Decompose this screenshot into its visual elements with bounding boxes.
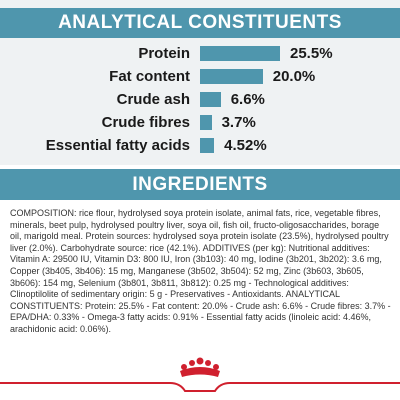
bar-label-3: Crude fibres bbox=[101, 114, 190, 131]
bar-label-4: Essential fatty acids bbox=[45, 137, 190, 154]
bar-3 bbox=[200, 115, 212, 130]
bar-value-label-1: 20.0% bbox=[272, 68, 316, 85]
bar-value-label-2: 6.6% bbox=[230, 91, 265, 108]
ingredients-text: COMPOSITION: rice flour, hydrolysed soya… bbox=[10, 208, 391, 334]
analytical-constituents-title: ANALYTICAL CONSTITUENTS bbox=[58, 12, 342, 33]
royal-canin-crown-logo bbox=[180, 357, 220, 377]
ingredients-header: INGREDIENTS bbox=[0, 169, 400, 200]
bar-value-label-4: 4.52% bbox=[224, 137, 267, 154]
footer-decoration bbox=[0, 382, 400, 392]
constituents-chart: Protein 25.5% Fat content 20.0% Crude ash 6.6… bbox=[0, 44, 400, 162]
bar-1 bbox=[200, 69, 263, 84]
analytical-constituents-header: ANALYTICAL CONSTITUENTS bbox=[0, 8, 400, 38]
bar-value-label-0: 25.5% bbox=[290, 45, 333, 62]
bar-value-label-3: 3.7% bbox=[221, 114, 256, 131]
bar-4 bbox=[200, 138, 215, 153]
bar-label-0: Protein bbox=[138, 45, 190, 62]
bar-label-2: Crude ash bbox=[116, 91, 190, 108]
ingredients-title: INGREDIENTS bbox=[132, 174, 268, 195]
bar-label-1: Fat content bbox=[109, 68, 190, 85]
bar-0 bbox=[200, 46, 280, 61]
bar-2 bbox=[200, 92, 221, 107]
